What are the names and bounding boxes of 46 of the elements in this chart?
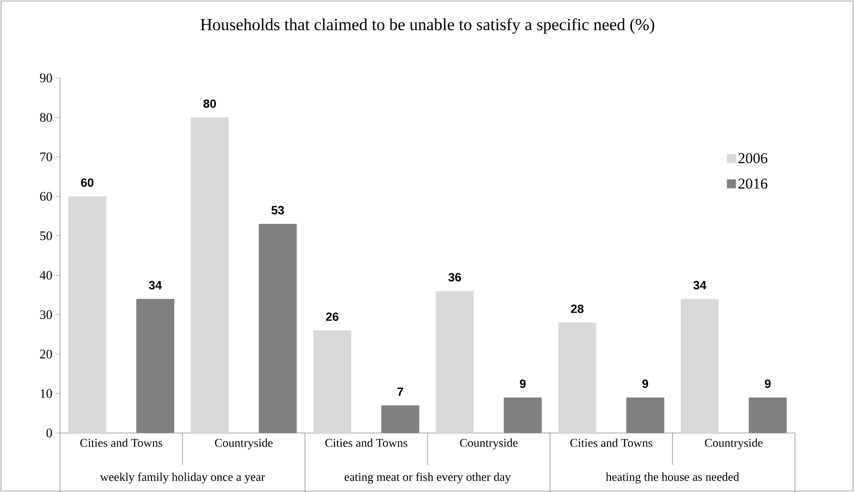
data-label: 9 xyxy=(764,379,771,388)
bar xyxy=(436,290,474,433)
bar xyxy=(313,330,352,433)
y-tick-label: 50 xyxy=(40,231,52,240)
x-tick-label: Cities and Towns xyxy=(80,438,162,447)
y-tick-label: 40 xyxy=(40,270,52,280)
data-label: 60 xyxy=(81,178,94,187)
y-tick-label: 10 xyxy=(40,389,52,398)
x-tick-label: Cities and Towns xyxy=(325,438,408,447)
data-label: 28 xyxy=(571,304,584,313)
x-tick-label: Countryside xyxy=(215,438,273,450)
text: heating the house as needed xyxy=(606,472,740,484)
bar xyxy=(504,397,542,433)
y-tick-label: 0 xyxy=(46,428,52,438)
data-label: 26 xyxy=(326,312,338,321)
data-label: 36 xyxy=(448,272,461,282)
data-label: 9 xyxy=(520,379,526,388)
bar xyxy=(748,397,787,433)
y-tick-label: 80 xyxy=(40,112,52,122)
bar xyxy=(381,405,420,433)
bar xyxy=(190,117,229,433)
bar xyxy=(258,224,297,433)
data-label: 34 xyxy=(693,280,706,290)
y-tick-label: 30 xyxy=(40,310,52,319)
bar xyxy=(680,298,719,433)
bar xyxy=(626,397,664,433)
bar xyxy=(558,322,596,433)
data-label: 34 xyxy=(148,280,162,290)
data-label: 7 xyxy=(397,388,404,396)
y-tick-label: 70 xyxy=(40,152,52,162)
text: eating meat or fish every other day xyxy=(344,472,511,484)
legend-label: 2016 xyxy=(738,178,768,189)
y-tick-label: 90 xyxy=(40,74,52,82)
bar xyxy=(136,298,174,433)
chart-title: Households that claimed to be unable to satisfy a specific need (%) xyxy=(200,18,654,34)
y-tick-label: 20 xyxy=(40,350,52,358)
legend-label: 2006 xyxy=(738,153,768,164)
data-label: 53 xyxy=(271,206,284,214)
bar xyxy=(68,196,106,433)
x-tick-label: Cities and Towns xyxy=(570,438,652,447)
y-tick-label: 60 xyxy=(40,192,52,201)
data-label: 9 xyxy=(642,379,648,388)
x-tick-label: Countryside xyxy=(460,438,518,450)
text: weekly family holiday once a year xyxy=(100,472,265,484)
data-label: 80 xyxy=(203,99,216,108)
x-tick-label: Countryside xyxy=(705,438,763,450)
